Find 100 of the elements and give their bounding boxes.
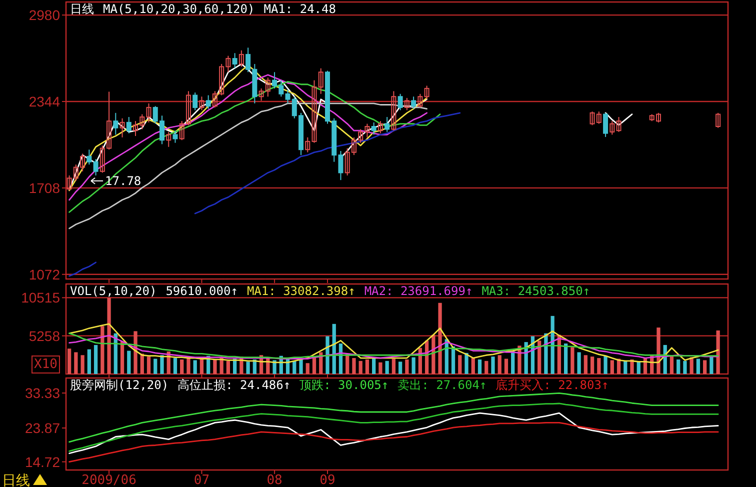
bar [610, 360, 614, 374]
bar [538, 340, 542, 374]
bar [564, 344, 568, 374]
x-tick-label: 09 [320, 473, 336, 487]
bar [630, 359, 634, 374]
bar [478, 359, 482, 374]
bar [87, 349, 91, 374]
annotation: 17.78 [105, 174, 142, 188]
bar [385, 360, 389, 374]
candlestick [126, 116, 132, 134]
y-tick-label: 5258 [28, 328, 60, 344]
bar [213, 359, 217, 374]
text: MA3: 24503.850↑ [482, 284, 590, 298]
bar [550, 316, 554, 374]
bar [67, 348, 72, 374]
bar [392, 358, 396, 374]
candlestick [113, 112, 118, 136]
bar [438, 302, 442, 374]
y-tick-label: 33.33 [24, 385, 60, 402]
bar [312, 357, 316, 374]
text: 底升买入: 22.803↑ [496, 378, 609, 392]
y-tick-label: 10515 [21, 290, 60, 306]
candlestick [146, 102, 152, 123]
line-series [68, 412, 719, 454]
y-tick-label: 1072 [28, 266, 60, 282]
candlestick [371, 122, 376, 136]
x-axis-title: 日线 [2, 473, 30, 487]
candlestick [93, 158, 98, 176]
bar [80, 355, 84, 374]
x-tick-label: 07 [194, 473, 210, 487]
candlestick [424, 85, 430, 100]
bar [471, 358, 475, 374]
candlestick [603, 112, 608, 138]
bar [352, 358, 356, 374]
series-label: 卖出: 27.604↑ [398, 378, 487, 392]
text: MA1: 33082.398↑ [246, 284, 356, 298]
bar [127, 350, 131, 374]
y-tick-label: 23.87 [24, 420, 60, 436]
bar [398, 362, 402, 374]
x-tick-label: 08 [266, 473, 282, 487]
candlestick [378, 120, 383, 134]
bar [326, 336, 330, 374]
bar [160, 355, 164, 374]
chart-title: VOL(5,10,20) [70, 284, 157, 298]
bar [74, 352, 78, 374]
x-tick-label: 2009/06 [82, 473, 136, 487]
bar [458, 355, 462, 374]
candlestick [716, 112, 721, 128]
bar [504, 358, 508, 374]
annotation: MA1: 24.48 [264, 2, 336, 16]
bar [94, 344, 98, 374]
bar [636, 362, 640, 374]
candlestick [199, 96, 204, 111]
bar [584, 355, 588, 374]
bar [498, 355, 502, 374]
y-tick-label: 2980 [28, 7, 60, 24]
candlestick [404, 97, 410, 111]
bar [226, 360, 230, 374]
bar [703, 360, 707, 374]
text: 高位止损: 24.486↑ [178, 378, 291, 392]
candlestick [398, 93, 403, 111]
candlestick [166, 131, 172, 148]
line-series [68, 422, 719, 463]
annotation: 59610.000↑ [166, 284, 238, 298]
bar [624, 360, 628, 374]
candlestick [305, 136, 310, 153]
candlestick [206, 94, 211, 110]
line-series [68, 80, 441, 213]
bar [604, 356, 608, 374]
candlestick [172, 130, 178, 144]
bar [107, 298, 111, 374]
chart-title: 日线 [70, 2, 94, 16]
bar [180, 359, 184, 374]
candlestick [384, 116, 390, 132]
bar [676, 359, 680, 374]
line-series [68, 323, 719, 364]
bar [173, 358, 178, 374]
y-tick-label: 1708 [28, 180, 60, 196]
bar [299, 359, 303, 374]
candlestick [86, 149, 92, 166]
bar [491, 356, 495, 374]
bar [710, 356, 714, 374]
bar [716, 330, 720, 374]
candlestick [232, 52, 238, 69]
y-tick-label: 2344 [28, 93, 60, 110]
bar [464, 352, 468, 374]
bar [484, 360, 488, 374]
candlestick [610, 120, 615, 136]
bar [358, 360, 362, 374]
bar [597, 358, 601, 374]
candlestick [120, 118, 125, 138]
text: MA2: 23691.699↑ [364, 284, 473, 298]
candlestick [238, 50, 244, 68]
bar [570, 347, 574, 374]
bar [670, 356, 674, 374]
bar [365, 359, 370, 374]
bar [154, 358, 158, 374]
line-series [68, 402, 719, 452]
bar [405, 359, 409, 374]
bar [590, 356, 594, 374]
